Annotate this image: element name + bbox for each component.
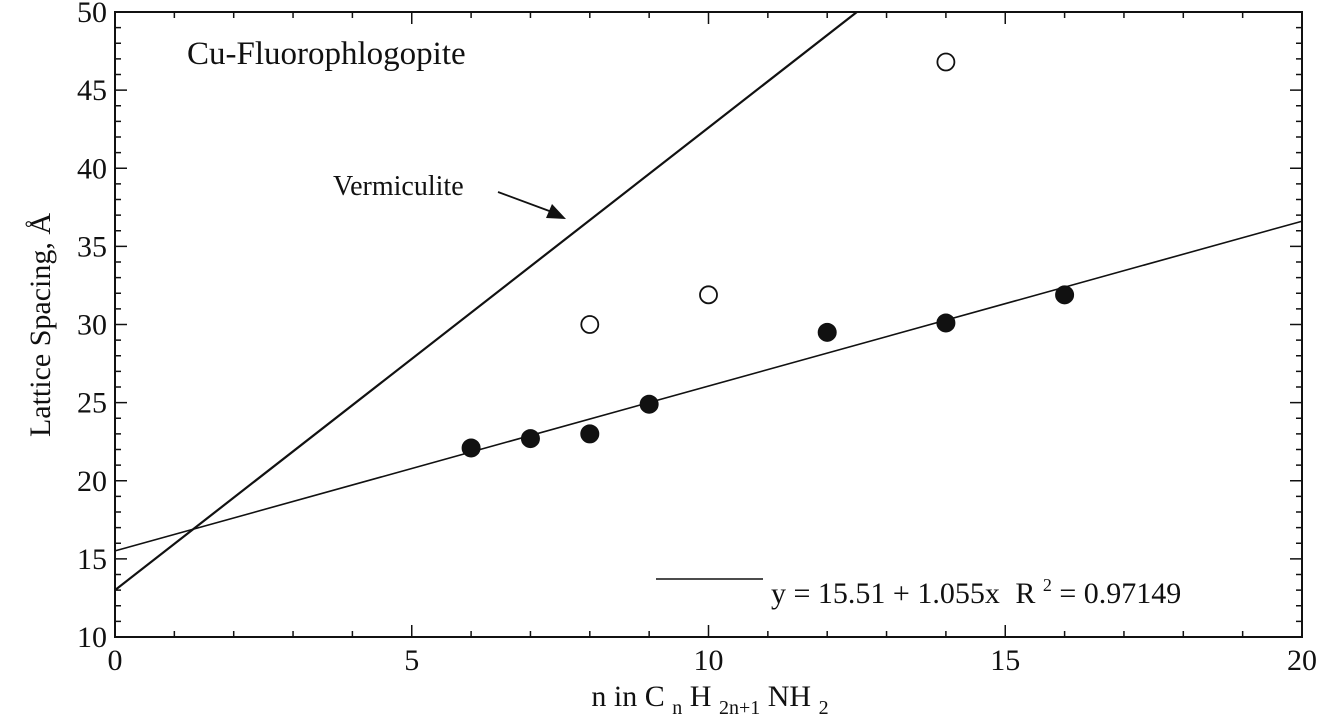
legend: y = 15.51 + 1.055x R 2 = 0.97149	[656, 565, 1181, 610]
tick-labels: 0 5 10 15 20 10 15 20 25 30 35 40 45 50	[77, 0, 1317, 677]
x-axis-title: n in C n H 2n+1 NH 2	[591, 680, 828, 721]
axis-ticks	[114, 11, 1303, 638]
filled-data-point	[461, 438, 481, 458]
y-tick-label: 15	[77, 543, 107, 576]
vermiculite-arrow-shaft	[497, 191, 553, 213]
x-tick-label: 10	[694, 644, 724, 677]
y-tick-label: 45	[77, 74, 107, 107]
filled-data-point	[639, 394, 659, 414]
filled-data-point	[817, 322, 837, 342]
y-tick-label: 25	[77, 387, 107, 420]
x-tick-label: 20	[1287, 644, 1317, 677]
filled-data-point	[936, 313, 956, 333]
x-tick-label: 15	[990, 644, 1020, 677]
x-title-prefix: n in C	[591, 680, 664, 713]
y-tick-label: 35	[77, 230, 107, 263]
filled-data-point	[580, 424, 600, 444]
x-tick-label: 0	[108, 644, 123, 677]
vermiculite-label: Vermiculite	[333, 171, 464, 202]
y-tick-label: 30	[77, 309, 107, 342]
legend-r2-value: = 0.97149	[1059, 577, 1181, 610]
x-title-sub-n: n	[672, 697, 682, 719]
filled-data-point	[1055, 285, 1075, 305]
open-data-point	[699, 285, 718, 305]
x-title-h: H	[690, 680, 712, 713]
open-data-point	[580, 315, 600, 334]
vermiculite-line	[114, 11, 858, 591]
y-tick-label: 20	[77, 465, 107, 498]
fit-lines	[114, 11, 1303, 591]
x-tick-label: 5	[404, 644, 419, 677]
x-title-sub-2: 2	[819, 697, 829, 719]
vermiculite-arrow	[497, 191, 566, 219]
vermiculite-arrowhead	[546, 204, 566, 219]
y-tick-label: 40	[77, 152, 107, 185]
data-points	[461, 52, 1075, 458]
y-tick-label: 10	[77, 621, 107, 654]
regression-fit-line	[114, 220, 1303, 552]
y-tick-label: 50	[77, 0, 107, 29]
legend-equation-text: y = 15.51 + 1.055x	[771, 577, 1000, 610]
chart-title: Cu-Fluorophlogopite	[187, 36, 466, 72]
legend-r2-label: R	[1015, 577, 1035, 610]
legend-equation: y = 15.51 + 1.055x R 2 = 0.97149	[771, 565, 1181, 610]
legend-r2-superscript: 2	[1043, 575, 1052, 595]
open-data-point	[936, 52, 956, 72]
plot-frame	[114, 11, 1303, 638]
x-title-sub-2n1: 2n+1	[719, 697, 760, 719]
filled-data-point	[520, 429, 540, 449]
y-axis-title: Lattice Spacing, Å	[24, 213, 57, 437]
x-title-nh: NH	[768, 680, 811, 713]
